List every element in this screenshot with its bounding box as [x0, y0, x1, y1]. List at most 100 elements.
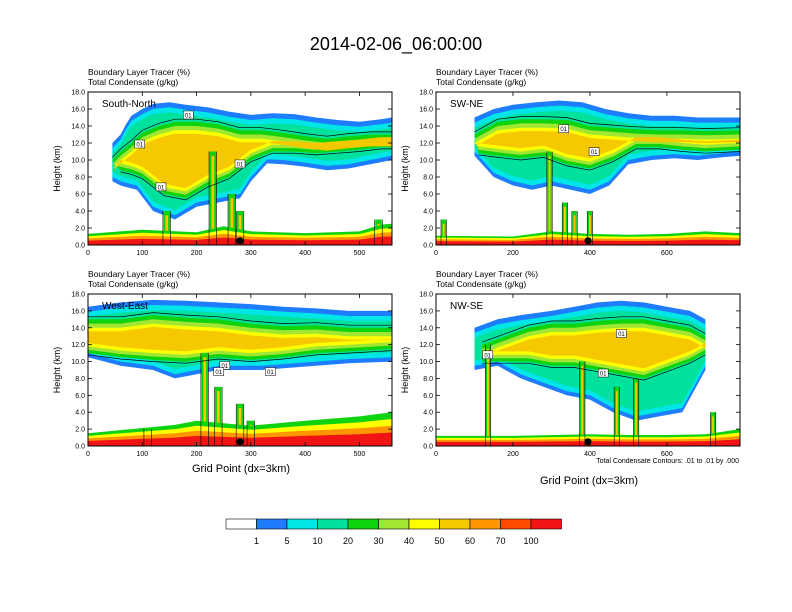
- x-axis-label-left: Grid Point (dx=3km): [192, 463, 290, 475]
- contour-label-box: [558, 124, 569, 133]
- contour-footnote: Total Condensate Contours: .01 to .01 by…: [596, 458, 739, 465]
- colorbar-swatch: [530, 518, 562, 530]
- plot-frame: [87, 293, 393, 447]
- x-tick-label: 600: [661, 250, 673, 257]
- convective-tower-core: [635, 382, 638, 446]
- panel-subtitle: Total Condensate (g/kg): [436, 279, 526, 289]
- contour-label: 01: [136, 143, 143, 149]
- tracer-field: 01 01 01 01: [88, 92, 392, 245]
- x-tick-label: 400: [584, 451, 596, 458]
- y-tick-label: 16.0: [71, 107, 85, 114]
- y-tick-label: 10.0: [71, 158, 85, 165]
- y-tick-label: 18.0: [71, 292, 85, 299]
- contour-label-box: [219, 361, 231, 370]
- figure-title: 2014-02-06_06:00:00: [310, 34, 482, 55]
- contour-label-box: [482, 350, 493, 360]
- core-60pct: [112, 133, 392, 189]
- y-tick-label: 2.0: [75, 226, 85, 233]
- contour-label: 01: [185, 113, 192, 119]
- y-tick-label: 4.0: [423, 209, 433, 216]
- y-tick-label: 6.0: [75, 192, 85, 199]
- y-tick-label: 6.0: [423, 192, 433, 199]
- y-tick-label: 14.0: [419, 124, 433, 131]
- y-tick-label: 0.0: [423, 444, 433, 451]
- y-tick-label: 2.0: [423, 427, 433, 434]
- colorbar-label: 1: [254, 536, 259, 546]
- contour-label: 01: [215, 370, 222, 376]
- contour-label: 01: [600, 372, 607, 378]
- condensate-contour: [120, 148, 392, 201]
- x-tick-label: 400: [584, 250, 596, 257]
- convective-tower-core: [211, 155, 215, 245]
- panel-top-left: 01 01 01 01 South-North Boundary Layer Tracer…: [52, 67, 393, 257]
- y-tick-label: 10.0: [71, 359, 85, 366]
- contour-label-box: [183, 110, 194, 120]
- y-tick-label: 0.0: [423, 243, 433, 250]
- condensate-contour: [474, 116, 740, 133]
- y-tick-label: 8.0: [75, 175, 85, 182]
- y-axis-label: Height (km): [400, 145, 410, 192]
- y-tick-label: 18.0: [71, 90, 85, 97]
- colorbar-swatch: [439, 518, 471, 530]
- contour-label: 01: [221, 364, 228, 370]
- y-tick-label: 10.0: [419, 359, 433, 366]
- location-marker: [584, 237, 592, 245]
- y-axis-label: Height (km): [400, 347, 410, 394]
- x-tick-label: 200: [191, 250, 203, 257]
- condensate-contour: [478, 148, 740, 171]
- colorbar-label: 20: [343, 536, 353, 546]
- colorbar-label: 5: [284, 536, 289, 546]
- x-tick-label: 500: [354, 250, 366, 257]
- convective-tower-core: [615, 391, 618, 446]
- colorbar-swatch: [500, 518, 532, 530]
- colorbar-label: 70: [495, 536, 505, 546]
- core-60pct: [474, 131, 740, 159]
- x-tick-label: 300: [245, 250, 257, 257]
- panel-title: Boundary Layer Tracer (%): [436, 67, 538, 77]
- convective-tower-core: [487, 348, 489, 446]
- y-tick-label: 10.0: [419, 158, 433, 165]
- contour-label-box: [265, 367, 276, 376]
- y-axis-label: Height (km): [52, 145, 62, 192]
- panel-subtitle: Total Condensate (g/kg): [436, 77, 526, 87]
- x-tick-label: 200: [507, 451, 519, 458]
- y-tick-label: 8.0: [75, 376, 85, 383]
- tracer-field: 01 01 01: [436, 294, 740, 446]
- plot-frame: [87, 91, 393, 246]
- contour-label-box: [616, 329, 627, 338]
- y-axis-label: Height (km): [52, 347, 62, 394]
- colorbar-label: 100: [523, 536, 538, 546]
- x-tick-label: 100: [136, 250, 148, 257]
- x-tick-label: 200: [191, 451, 203, 458]
- x-tick-label: 300: [245, 451, 257, 458]
- contour-label-box: [597, 368, 609, 378]
- tracer-field: 01 01: [436, 92, 740, 245]
- x-tick-label: 100: [136, 451, 148, 458]
- contour-label: 01: [618, 332, 625, 338]
- x-tick-label: 0: [434, 250, 438, 257]
- convective-tower-core: [581, 365, 584, 446]
- colorbar-label: 10: [312, 536, 322, 546]
- y-tick-label: 14.0: [71, 124, 85, 131]
- y-tick-label: 4.0: [75, 209, 85, 216]
- colorbar-label: 60: [465, 536, 475, 546]
- y-tick-label: 6.0: [75, 393, 85, 400]
- colorbar-swatch: [347, 518, 379, 530]
- y-tick-label: 18.0: [419, 292, 433, 299]
- location-marker: [584, 438, 592, 446]
- contour-label: 01: [267, 370, 274, 376]
- contour-label-box: [588, 147, 600, 156]
- y-tick-label: 12.0: [71, 141, 85, 148]
- colorbar-label: 50: [434, 536, 444, 546]
- contour-label-box: [134, 139, 145, 149]
- y-tick-label: 12.0: [71, 342, 85, 349]
- colorbar-label: 40: [404, 536, 414, 546]
- y-tick-label: 8.0: [423, 175, 433, 182]
- y-tick-label: 16.0: [419, 308, 433, 315]
- location-marker: [236, 237, 244, 245]
- colorbar-label: 30: [373, 536, 383, 546]
- x-axis-label-right: Grid Point (dx=3km): [540, 475, 638, 487]
- panel-label: NW-SE: [450, 301, 483, 312]
- y-tick-label: 14.0: [419, 325, 433, 332]
